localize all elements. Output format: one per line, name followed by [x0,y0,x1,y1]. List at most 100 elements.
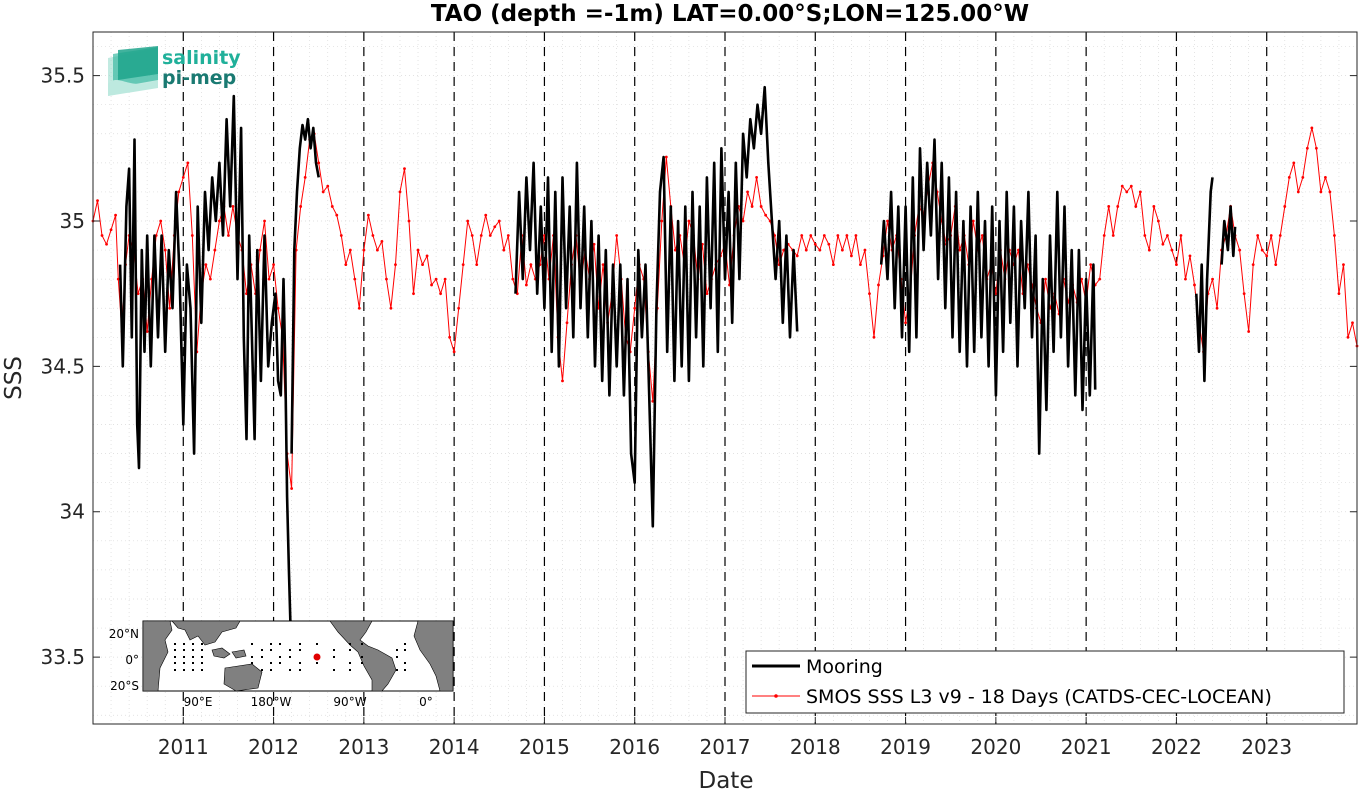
smos-point [430,283,433,287]
map-lat-label-south: 20°S [110,679,139,693]
buoy-dot [396,669,398,671]
map-lat-label-equator: 0° [125,653,139,667]
smos-point [1170,248,1174,252]
salinity-pimep-logo: salinity pi-mep [108,46,241,96]
smos-point [497,219,501,223]
buoy-dot [192,662,194,664]
buoy-dot [174,662,176,664]
y-tick-label: 33.5 [40,645,85,669]
smos-point [448,335,452,339]
smos-point [330,205,334,208]
buoy-dot [289,656,291,658]
smos-point [208,277,212,281]
smos-point [705,292,709,296]
buoy-dot [183,643,185,645]
smos-point [470,234,474,237]
buoy-dot [183,662,185,664]
buoy-dot [174,643,176,645]
map-lon-label-180: 180°W [251,695,292,709]
buoy-dot [261,649,263,651]
legend-label-smos: SMOS SSS L3 v9 - 18 Days (CATDS-CEC-LOCE… [806,686,1272,708]
buoy-dot [289,669,291,671]
smos-point [177,190,181,194]
smos-point [601,263,605,267]
smos-point [980,234,984,237]
smos-point [1193,283,1196,287]
buoy-dot [333,669,335,671]
smos-point [1179,234,1183,237]
smos-point [809,234,813,237]
smos-point [1247,330,1251,333]
legend: Mooring SMOS SSS L3 v9 - 18 Days (CATDS-… [745,650,1345,714]
smos-point [1188,254,1192,258]
smos-point [394,263,397,267]
smos-point [290,487,294,490]
smos-point [1211,277,1214,281]
buoy-dot [270,649,272,651]
smos-point [1305,146,1309,150]
smos-point [321,190,325,194]
smos-point [1328,190,1332,194]
buoy-dot [174,649,176,651]
x-tick-label: 2020 [970,735,1021,759]
buoy-dot [201,649,203,651]
smos-point [764,213,768,217]
series-mooring-segment [879,138,1097,455]
smos-point [339,234,343,237]
smos-point [357,306,361,310]
series-mooring-segment [514,85,799,528]
smos-point [227,234,230,237]
y-tick-label: 35 [60,209,85,233]
smos-point [213,248,217,252]
smos-point [100,234,104,237]
series-mooring-segment [1195,177,1214,383]
smos-point [231,205,235,208]
smos-point [136,292,140,296]
smos-point [633,306,637,310]
buoy-dot [349,662,351,664]
smos-point [488,234,492,237]
smos-point [840,248,844,252]
australia-landmass [223,663,263,692]
smos-point [1274,263,1278,267]
smos-point [159,219,163,223]
smos-point [850,254,853,258]
map-lon-label-90e: 90°E [184,695,213,709]
smos-point [371,234,375,237]
buoy-dot [361,662,363,664]
smos-point [795,254,799,258]
smos-point [385,277,388,281]
buoy-dot [261,669,263,671]
map-lon-label-90w: 90°W [333,695,366,709]
smos-point [502,248,506,252]
buoy-dot [289,649,291,651]
buoy-dot [404,643,406,645]
smos-point [326,184,330,188]
buoy-dot [404,662,406,664]
smos-point [958,248,962,252]
y-axis-label: SSS [1,356,27,400]
x-tick-label: 2015 [519,735,570,759]
y-tick-label: 34 [60,500,85,524]
smos-point [276,306,280,310]
inset-map: 20°N 0° 20°S 90°E 180°W 90°W 0° [109,620,454,709]
buoy-dot [361,643,363,645]
smos-point [687,219,691,223]
x-tick-label: 2022 [1151,735,1202,759]
africa-east-landmass [413,620,454,692]
buoy-dot [201,643,203,645]
buoy-dot [251,656,253,658]
x-tick-label: 2019 [880,735,931,759]
africa-landmass [142,620,173,692]
buoy-dot [396,656,398,658]
smos-point [362,248,366,252]
legend-label-mooring: Mooring [806,656,883,678]
smos-point [1283,205,1287,208]
smos-point [1120,184,1124,188]
smos-point [854,234,858,237]
smos-point [877,283,880,287]
smos-point [1296,190,1300,194]
x-tick-label: 2013 [338,735,389,759]
smos-point [181,175,185,179]
